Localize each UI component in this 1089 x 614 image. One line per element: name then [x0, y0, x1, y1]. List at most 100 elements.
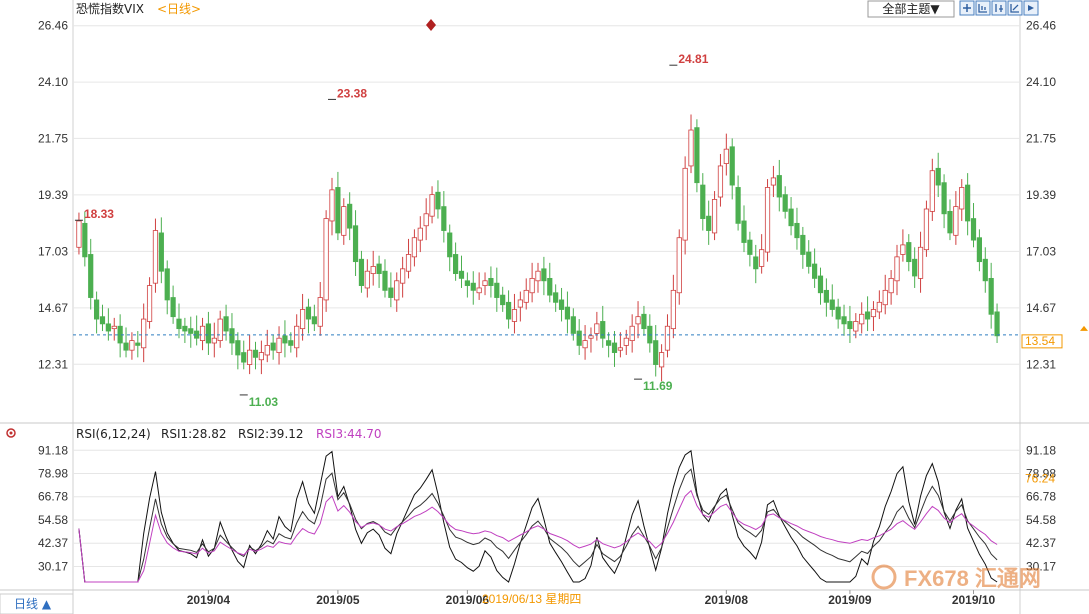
- candle-body: [823, 289, 829, 303]
- candle-body: [511, 309, 518, 322]
- candle-body: [517, 299, 523, 308]
- candle-body: [347, 203, 353, 229]
- candle-body: [453, 254, 459, 275]
- candle-body: [829, 299, 835, 310]
- candle-body: [976, 237, 983, 263]
- price-tick-left: 17.03: [38, 244, 68, 258]
- candle-body: [864, 311, 871, 320]
- candle-body: [876, 301, 882, 313]
- candle-body: [717, 165, 724, 198]
- candle-body: [429, 194, 435, 217]
- price-tick-right: 24.10: [1026, 75, 1056, 89]
- candle-body: [700, 184, 706, 219]
- candle-body: [747, 239, 753, 255]
- annotation-label: 24.81: [678, 52, 708, 66]
- rsi-series: [78, 449, 998, 583]
- candle-body: [176, 318, 182, 330]
- rsi-tick-left: 78.98: [38, 467, 68, 481]
- price-tick-left: 21.75: [38, 131, 68, 145]
- candle-body: [788, 208, 794, 227]
- time-tick-label: 2019/09: [828, 593, 872, 607]
- period-tag[interactable]: <日线>: [157, 2, 201, 16]
- rsi-axis-labels: 91.18 91.18 78.98 78.98 66.78 66.78 54.58 54.58…: [38, 443, 1056, 573]
- rsi-tick-right: 78.98: [1026, 467, 1056, 481]
- price-tick-right: 21.75: [1026, 131, 1056, 145]
- rsi1-line: [78, 449, 998, 583]
- candle-body: [735, 187, 741, 224]
- candle-body: [923, 208, 930, 251]
- candle-body: [76, 220, 82, 248]
- price-tick-left: 12.31: [38, 357, 68, 371]
- candlestick-series: [76, 114, 1000, 382]
- candle-body: [847, 321, 853, 330]
- candle-body: [288, 340, 294, 346]
- rsi2-line: [78, 468, 998, 583]
- annotation-label: 11.03: [249, 395, 279, 409]
- candle-body: [764, 187, 771, 253]
- candle-body: [658, 352, 665, 368]
- candle-body: [93, 299, 100, 320]
- candle-body: [358, 258, 365, 286]
- candle-body: [129, 340, 135, 351]
- candle-body: [941, 182, 947, 215]
- price-tick-right: 12.31: [1026, 357, 1056, 371]
- last-price-arrow-icon: [1080, 325, 1088, 331]
- candle-body: [759, 249, 765, 267]
- candle-body: [135, 342, 141, 346]
- candle-body: [729, 146, 735, 186]
- candle-body: [547, 277, 553, 296]
- candle-body: [959, 187, 965, 210]
- event-marker-icon[interactable]: [426, 19, 436, 31]
- candle-body: [376, 263, 382, 275]
- candle-body: [741, 220, 747, 243]
- candle-body: [417, 227, 423, 241]
- candle-body: [800, 234, 806, 255]
- rsi-tick-right: 91.18: [1026, 443, 1056, 457]
- price-tick-left: 19.39: [38, 188, 68, 202]
- expand-icon[interactable]: [1023, 0, 1039, 16]
- candle-body: [317, 297, 323, 327]
- time-tick-label: 2019/04: [187, 593, 231, 607]
- time-tick-label: 2019/06: [446, 593, 490, 607]
- candle-body: [594, 323, 600, 334]
- candle-body: [264, 344, 270, 356]
- theme-button-label: 全部主题▼: [882, 1, 940, 16]
- daily-tab[interactable]: 日线 ▲: [0, 593, 74, 614]
- candle-body: [182, 325, 188, 332]
- candle-body: [370, 266, 376, 275]
- candle-body: [105, 323, 111, 332]
- rsi-label: RSI(6,12,24): [76, 427, 151, 441]
- candle-body: [341, 206, 347, 236]
- rsi-settings-icon[interactable]: [6, 428, 16, 438]
- candle-body: [111, 325, 117, 330]
- annotation-label: 18.33: [84, 207, 114, 221]
- candle-body: [753, 256, 759, 270]
- candle-body: [670, 289, 676, 330]
- candles-icon[interactable]: [991, 0, 1007, 16]
- price-tick-right: 19.39: [1026, 188, 1056, 202]
- crosshair-icon[interactable]: [1007, 0, 1023, 16]
- price-tick-right: 14.67: [1026, 301, 1056, 315]
- candle-body: [352, 225, 359, 263]
- price-tick-left: 14.67: [38, 301, 68, 315]
- rsi-tick-left: 91.18: [38, 443, 68, 457]
- candle-body: [258, 352, 264, 361]
- panel-icon[interactable]: [975, 0, 991, 16]
- zoom-in-icon[interactable]: [959, 0, 975, 16]
- candle-body: [323, 218, 329, 301]
- candle-body: [441, 206, 447, 231]
- candle-body: [229, 328, 235, 344]
- candle-body: [152, 230, 159, 284]
- candle-body: [535, 270, 541, 282]
- candle-body: [794, 222, 800, 239]
- theme-button[interactable]: 全部主题▼: [867, 0, 955, 18]
- candle-body: [994, 311, 1000, 337]
- candle-body: [611, 342, 618, 353]
- candle-body: [82, 222, 88, 258]
- rsi-tick-left: 30.17: [38, 559, 68, 573]
- candle-body: [723, 148, 729, 164]
- candle-body: [282, 335, 288, 344]
- candle-body: [576, 330, 582, 346]
- candle-body: [88, 254, 94, 298]
- candle-body: [641, 313, 647, 330]
